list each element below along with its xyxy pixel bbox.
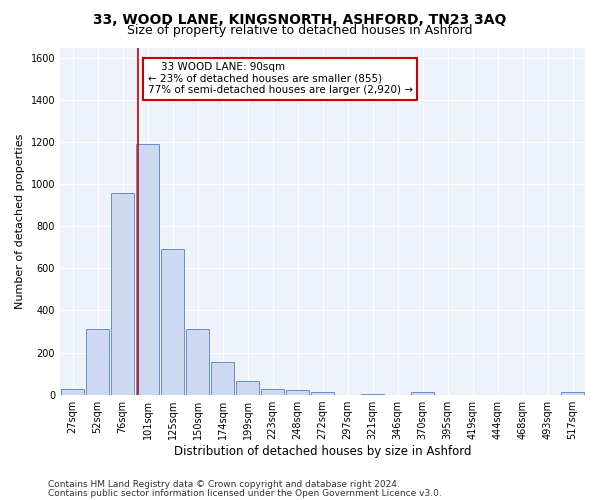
Bar [211, 362, 235, 394]
Bar [110, 192, 134, 394]
Y-axis label: Number of detached properties: Number of detached properties [15, 134, 25, 308]
Text: Contains HM Land Registry data © Crown copyright and database right 2024.: Contains HM Land Registry data © Crown c… [48, 480, 400, 489]
Bar [311, 392, 334, 394]
Text: Size of property relative to detached houses in Ashford: Size of property relative to detached ho… [127, 24, 473, 37]
Bar [286, 390, 310, 394]
Text: Contains public sector information licensed under the Open Government Licence v3: Contains public sector information licen… [48, 488, 442, 498]
Bar [161, 250, 184, 394]
Bar [236, 381, 259, 394]
Bar [260, 390, 284, 394]
Bar [136, 144, 160, 394]
Bar [560, 392, 584, 394]
Bar [185, 330, 209, 394]
Bar [61, 390, 85, 394]
Text: 33, WOOD LANE, KINGSNORTH, ASHFORD, TN23 3AQ: 33, WOOD LANE, KINGSNORTH, ASHFORD, TN23… [94, 12, 506, 26]
X-axis label: Distribution of detached houses by size in Ashford: Distribution of detached houses by size … [174, 444, 471, 458]
Text: 33 WOOD LANE: 90sqm
← 23% of detached houses are smaller (855)
77% of semi-detac: 33 WOOD LANE: 90sqm ← 23% of detached ho… [148, 62, 413, 96]
Bar [410, 392, 434, 394]
Bar [86, 330, 109, 394]
